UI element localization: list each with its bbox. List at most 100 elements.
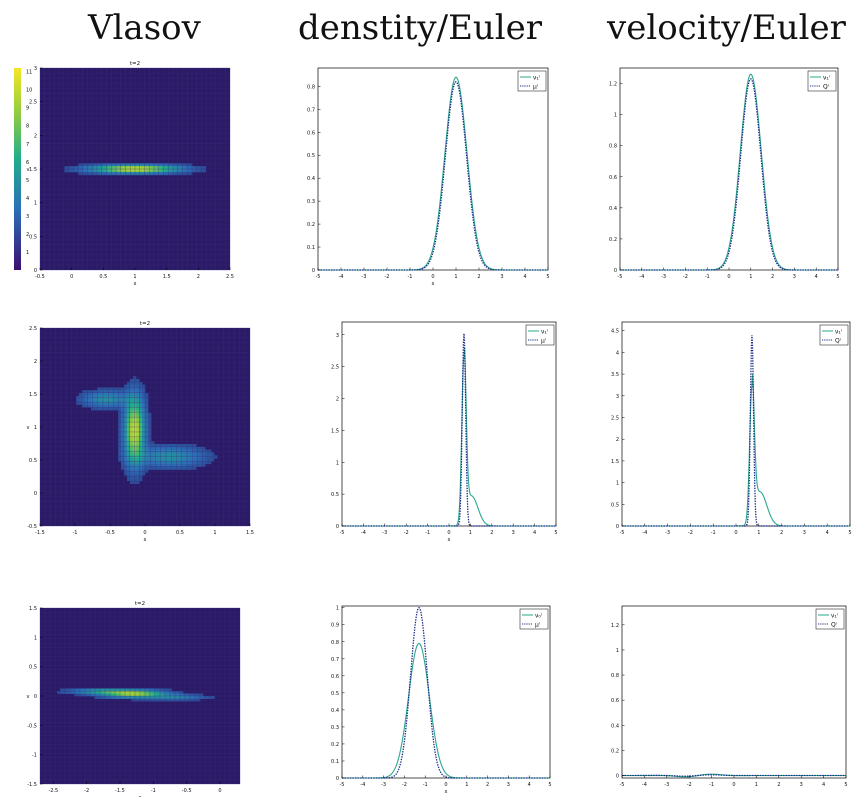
heatmap-cell	[82, 690, 87, 694]
heatmap-cell	[121, 387, 125, 391]
heatmap-cell	[113, 171, 117, 176]
heatmap-cell	[148, 427, 152, 431]
heatmap-cell	[183, 163, 187, 167]
x-tick-label: -3	[362, 274, 367, 280]
heatmap-cell	[131, 690, 135, 694]
heatmap-cell	[71, 688, 75, 692]
heatmap-cell	[154, 171, 158, 176]
heatmap-cell	[109, 387, 113, 391]
heatmap-cell	[133, 381, 137, 385]
x-tick-label: 4	[523, 274, 526, 280]
heatmap-cell	[86, 169, 90, 173]
heatmap-cell	[175, 171, 179, 176]
heatmap-cell	[82, 688, 87, 692]
heatmap-cell	[188, 698, 192, 702]
heatmap-cell	[133, 477, 137, 482]
heatmap-cell	[187, 458, 191, 462]
heatmap-cell	[188, 693, 192, 697]
heatmap-cell	[148, 435, 152, 439]
heatmap-cell	[78, 166, 82, 170]
y-tick-label: 0	[336, 776, 339, 782]
heatmap-cell	[133, 398, 137, 402]
heatmap-cell	[121, 412, 125, 417]
heatmap-cell	[130, 475, 134, 479]
heatmap-cell	[120, 693, 124, 697]
x-tick-label: -3	[382, 530, 387, 536]
y-axis-label: v	[27, 425, 30, 431]
heatmap-cell	[118, 166, 122, 170]
heatmap-cell	[156, 163, 160, 167]
heatmap-cell	[136, 410, 140, 414]
heatmap-cell	[139, 390, 143, 394]
heatmap-cell	[178, 455, 182, 459]
heatmap-cell	[160, 693, 164, 697]
heatmap-cell	[130, 460, 134, 465]
heatmap-cell	[115, 407, 119, 411]
heatmap-cell	[127, 446, 131, 451]
heatmap-cell	[65, 690, 69, 694]
heatmap-cell	[139, 381, 143, 385]
heatmap-cell	[127, 421, 131, 425]
heatmap-cell	[145, 169, 149, 173]
heatmap-cell	[124, 446, 128, 451]
heatmap-cell	[74, 688, 78, 692]
heatmap-cell	[64, 169, 68, 173]
heatmap-cell	[170, 163, 174, 167]
panel-r0-c1: ν₁ⁱ μⁱ -5 -4 -3 -2 -1 0 1 2 3 4 5 0 0.1 0.2 0.3 0.4 0.5 0.6…	[307, 67, 550, 287]
y-tick-label: 0.3	[307, 199, 315, 205]
heatmap-cell	[208, 452, 212, 456]
x-axis-label: x	[134, 281, 137, 287]
heatmap-cell	[202, 169, 206, 173]
heatmap-cell	[125, 690, 129, 694]
heatmap-cell	[127, 407, 131, 411]
y-tick-label: -1.5	[27, 782, 37, 788]
heatmap-cell	[164, 169, 168, 173]
heatmap-cell	[178, 463, 182, 467]
heatmap-cell	[148, 163, 152, 167]
heatmap-cell	[133, 435, 137, 439]
heatmap-cell	[185, 696, 189, 699]
heatmap-cell	[110, 171, 114, 176]
legend-label: Qⁱ	[831, 622, 837, 629]
heatmap-cell	[166, 466, 170, 470]
heatmap-cell	[79, 401, 83, 405]
heatmap-cell	[117, 690, 121, 694]
heatmap-cell	[142, 690, 147, 694]
heatmap-cell	[80, 690, 84, 694]
heatmap-cell	[109, 393, 113, 397]
heatmap-cell	[134, 698, 138, 702]
y-tick-label: 1.5	[29, 392, 37, 398]
heatmap-cell	[205, 696, 209, 699]
heatmap-cell	[127, 427, 131, 431]
x-tick-label: -4	[339, 274, 344, 280]
heatmap-cell	[83, 166, 87, 170]
heatmap-cell	[91, 166, 95, 170]
heatmap-cell	[139, 472, 143, 476]
heatmap-cell	[131, 688, 135, 692]
heatmap-cell	[192, 169, 196, 173]
heatmap-cell	[169, 455, 173, 459]
y-tick-label: 0	[34, 491, 37, 497]
heatmap-cell	[105, 169, 109, 173]
heatmap-cell	[103, 390, 107, 394]
heatmap-cell	[142, 458, 146, 462]
heatmap-cell	[186, 169, 190, 173]
y-tick-label: 0	[616, 773, 619, 779]
heatmap-cell	[175, 466, 179, 470]
heatmap-cell	[136, 460, 140, 465]
heatmap-cell	[72, 166, 76, 170]
heatmap-cell	[154, 466, 158, 470]
heatmap-cell	[107, 169, 111, 173]
heatmap-cell	[124, 472, 128, 476]
heatmap-cell	[127, 412, 131, 417]
heatmap-cell	[137, 163, 141, 167]
heatmap-cell	[142, 398, 146, 402]
heatmap-cell	[142, 435, 146, 439]
heatmap-cell	[191, 696, 195, 699]
heatmap-cell	[151, 163, 155, 167]
x-tick-label: 0	[732, 782, 735, 788]
heatmap-cell	[102, 163, 106, 167]
heatmap-cell	[145, 438, 149, 442]
heatmap-cell	[178, 446, 182, 451]
heatmap-cell	[211, 455, 215, 459]
